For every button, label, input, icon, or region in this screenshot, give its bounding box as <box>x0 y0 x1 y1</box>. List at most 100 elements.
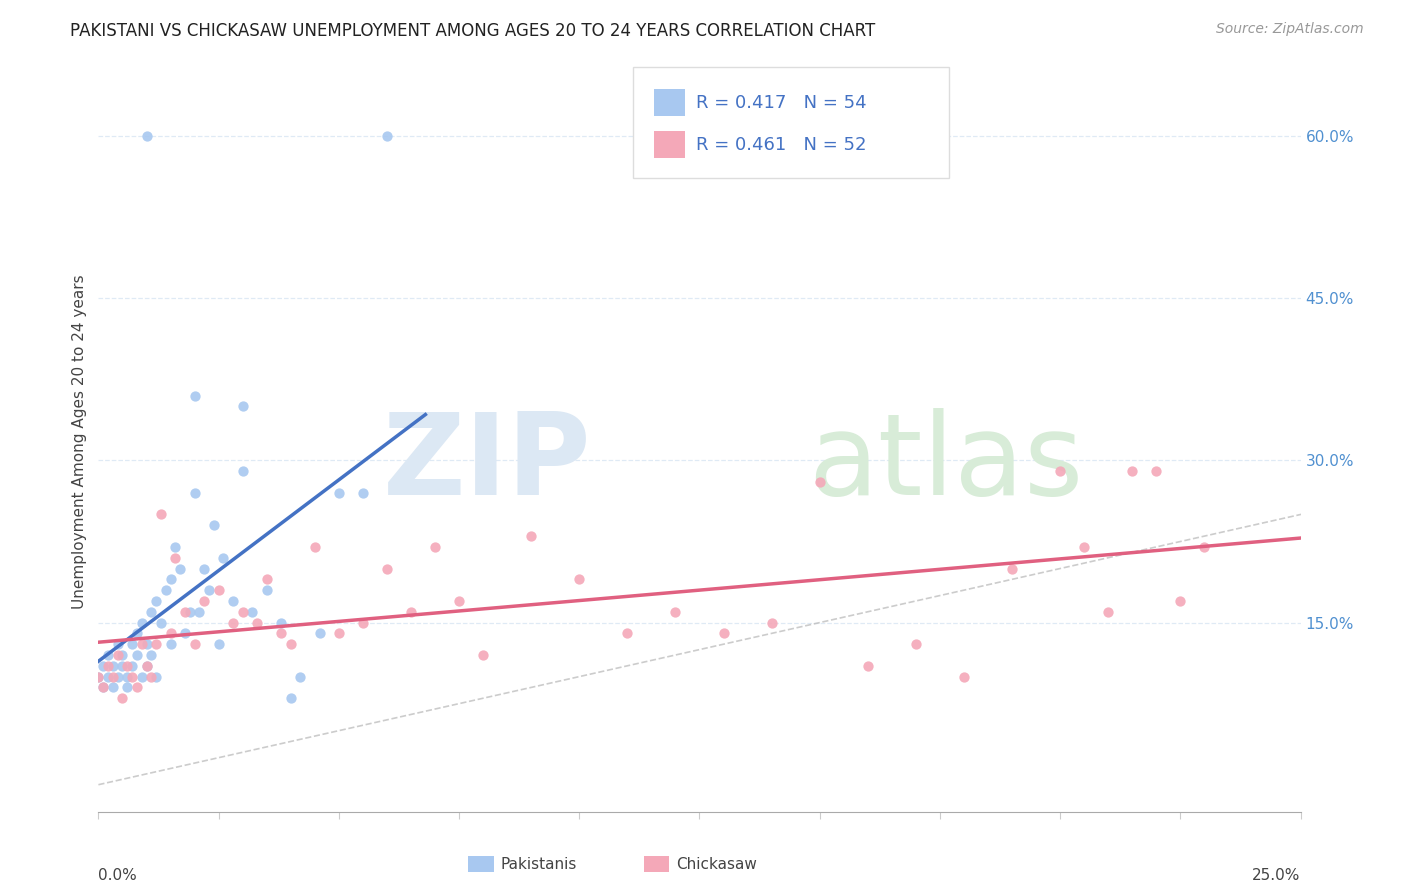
Point <box>97 670 120 684</box>
Point <box>280 691 302 706</box>
Point <box>131 670 153 684</box>
Point <box>145 594 167 608</box>
Point <box>1144 464 1167 478</box>
Point <box>308 626 330 640</box>
Point <box>193 561 215 575</box>
Point <box>808 475 831 489</box>
Point <box>121 637 143 651</box>
Point <box>423 540 446 554</box>
Point <box>141 648 163 662</box>
Point <box>141 605 163 619</box>
Point <box>145 670 167 684</box>
Point <box>447 594 470 608</box>
Point <box>222 594 245 608</box>
Point <box>198 583 221 598</box>
Point <box>568 572 591 586</box>
Text: 25.0%: 25.0% <box>1253 868 1301 883</box>
Point <box>193 594 215 608</box>
Point <box>352 615 374 630</box>
Point <box>174 605 197 619</box>
Point <box>240 605 263 619</box>
Point <box>246 615 269 630</box>
Point <box>111 658 134 673</box>
Text: R = 0.417   N = 54: R = 0.417 N = 54 <box>696 94 866 112</box>
Point <box>232 464 254 478</box>
Point <box>188 605 211 619</box>
Point <box>131 615 153 630</box>
Point <box>117 670 139 684</box>
Point <box>159 637 181 651</box>
Point <box>87 670 110 684</box>
Point <box>159 626 181 640</box>
Text: Chickasaw: Chickasaw <box>676 857 758 871</box>
Point <box>280 637 302 651</box>
Point <box>101 658 124 673</box>
Point <box>97 658 120 673</box>
Point <box>352 486 374 500</box>
Point <box>1049 464 1071 478</box>
Point <box>304 540 326 554</box>
Point <box>1001 561 1024 575</box>
Point <box>1194 540 1216 554</box>
Point <box>713 626 735 640</box>
Point <box>97 648 120 662</box>
Point <box>125 681 148 695</box>
Point <box>232 400 254 414</box>
Text: R = 0.461   N = 52: R = 0.461 N = 52 <box>696 136 866 153</box>
Point <box>183 389 205 403</box>
Y-axis label: Unemployment Among Ages 20 to 24 years: Unemployment Among Ages 20 to 24 years <box>72 274 87 609</box>
Point <box>125 648 148 662</box>
Point <box>169 561 191 575</box>
Point <box>664 605 686 619</box>
Point <box>117 658 139 673</box>
Text: PAKISTANI VS CHICKASAW UNEMPLOYMENT AMONG AGES 20 TO 24 YEARS CORRELATION CHART: PAKISTANI VS CHICKASAW UNEMPLOYMENT AMON… <box>70 22 876 40</box>
Point <box>1121 464 1143 478</box>
Point <box>183 637 205 651</box>
Point <box>131 637 153 651</box>
Text: 0.0%: 0.0% <box>98 868 138 883</box>
Point <box>290 670 312 684</box>
Point <box>141 670 163 684</box>
Point <box>91 681 114 695</box>
Point <box>375 561 398 575</box>
Point <box>1073 540 1095 554</box>
Point <box>155 583 177 598</box>
Point <box>135 658 157 673</box>
Point <box>375 129 398 144</box>
Point <box>111 648 134 662</box>
Point <box>91 681 114 695</box>
Point <box>328 486 350 500</box>
Point <box>328 626 350 640</box>
Text: ZIP: ZIP <box>382 409 592 519</box>
Point <box>222 615 245 630</box>
Point <box>107 648 129 662</box>
Point <box>149 615 172 630</box>
Point <box>616 626 638 640</box>
Point <box>159 572 181 586</box>
Point <box>149 508 172 522</box>
Point <box>208 583 231 598</box>
Point <box>953 670 976 684</box>
Point <box>472 648 495 662</box>
Point <box>174 626 197 640</box>
Point <box>1097 605 1119 619</box>
Point <box>125 626 148 640</box>
Point <box>107 637 129 651</box>
Point <box>179 605 201 619</box>
Point <box>135 637 157 651</box>
Point <box>761 615 783 630</box>
Point <box>165 540 187 554</box>
Point <box>399 605 422 619</box>
Point <box>183 486 205 500</box>
Point <box>91 658 114 673</box>
Point <box>121 670 143 684</box>
Point <box>270 626 292 640</box>
Text: Source: ZipAtlas.com: Source: ZipAtlas.com <box>1216 22 1364 37</box>
Point <box>135 658 157 673</box>
Point <box>270 615 292 630</box>
Point <box>107 670 129 684</box>
Point <box>165 550 187 565</box>
Point <box>111 691 134 706</box>
Point <box>256 572 278 586</box>
Point <box>212 550 235 565</box>
